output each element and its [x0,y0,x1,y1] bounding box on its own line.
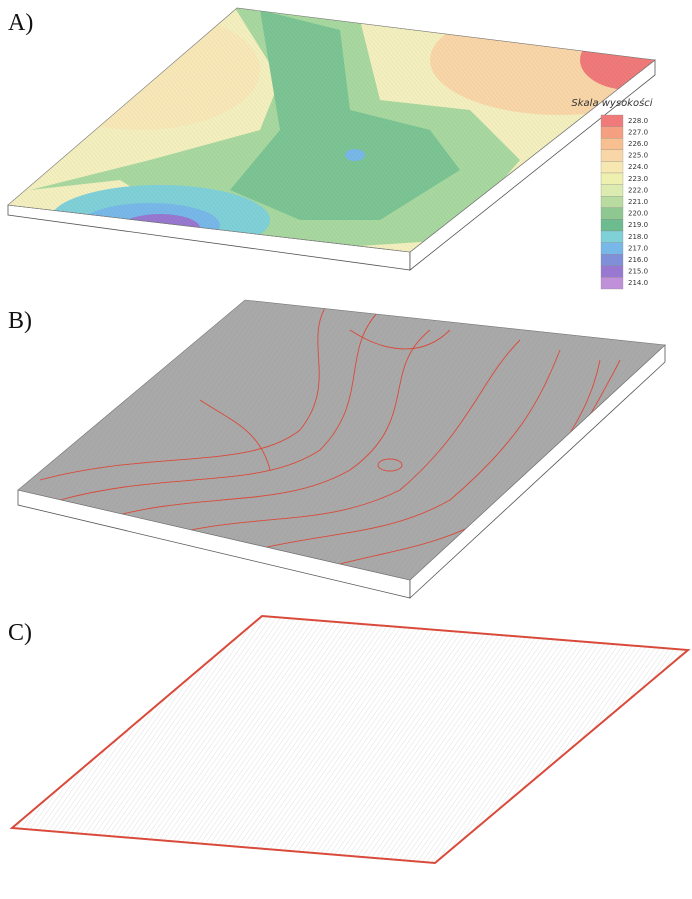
legend-swatch [601,243,623,255]
legend-swatch [601,277,623,289]
legend-label: 218.0 [628,233,648,241]
panel-label: A) [8,10,33,36]
legend-label: 224.0 [628,163,648,171]
legend-swatch [601,231,623,243]
figure: A) B) C) Skala wysokości 228.0 227.0 226.0… [0,0,692,899]
legend-label: 220.0 [628,210,648,218]
legend-swatch [601,185,623,197]
legend-swatch [601,173,623,185]
legend-swatch [601,219,623,231]
legend-swatch [601,138,623,150]
legend-swatch [601,196,623,208]
legend-swatch [601,115,623,127]
grid-surface-c [12,616,688,863]
legend-label: 221.0 [628,198,648,206]
terrain-map-b [0,290,692,600]
legend-swatch [601,150,623,162]
legend-swatch [601,266,623,278]
legend-swatch [601,208,623,220]
legend-label: 222.0 [628,186,648,194]
legend-label: 217.0 [628,244,648,252]
terrain-map-a [0,0,692,300]
legend-label: 215.0 [628,268,648,276]
panel-label: B) [8,308,32,334]
legend-swatch [601,161,623,173]
legend-label: 223.0 [628,175,648,183]
legend-label: 227.0 [628,128,648,136]
legend-label: 228.0 [628,117,648,125]
legend-swatch [601,127,623,139]
legend-label: 219.0 [628,221,648,229]
legend-swatch [601,254,623,266]
legend-label: 225.0 [628,152,648,160]
legend-label: 226.0 [628,140,648,148]
legend-label: 216.0 [628,256,648,264]
legend-title: Skala wysokości [571,97,652,109]
panel-label: C) [8,620,32,646]
legend-label: 214.0 [628,279,648,287]
